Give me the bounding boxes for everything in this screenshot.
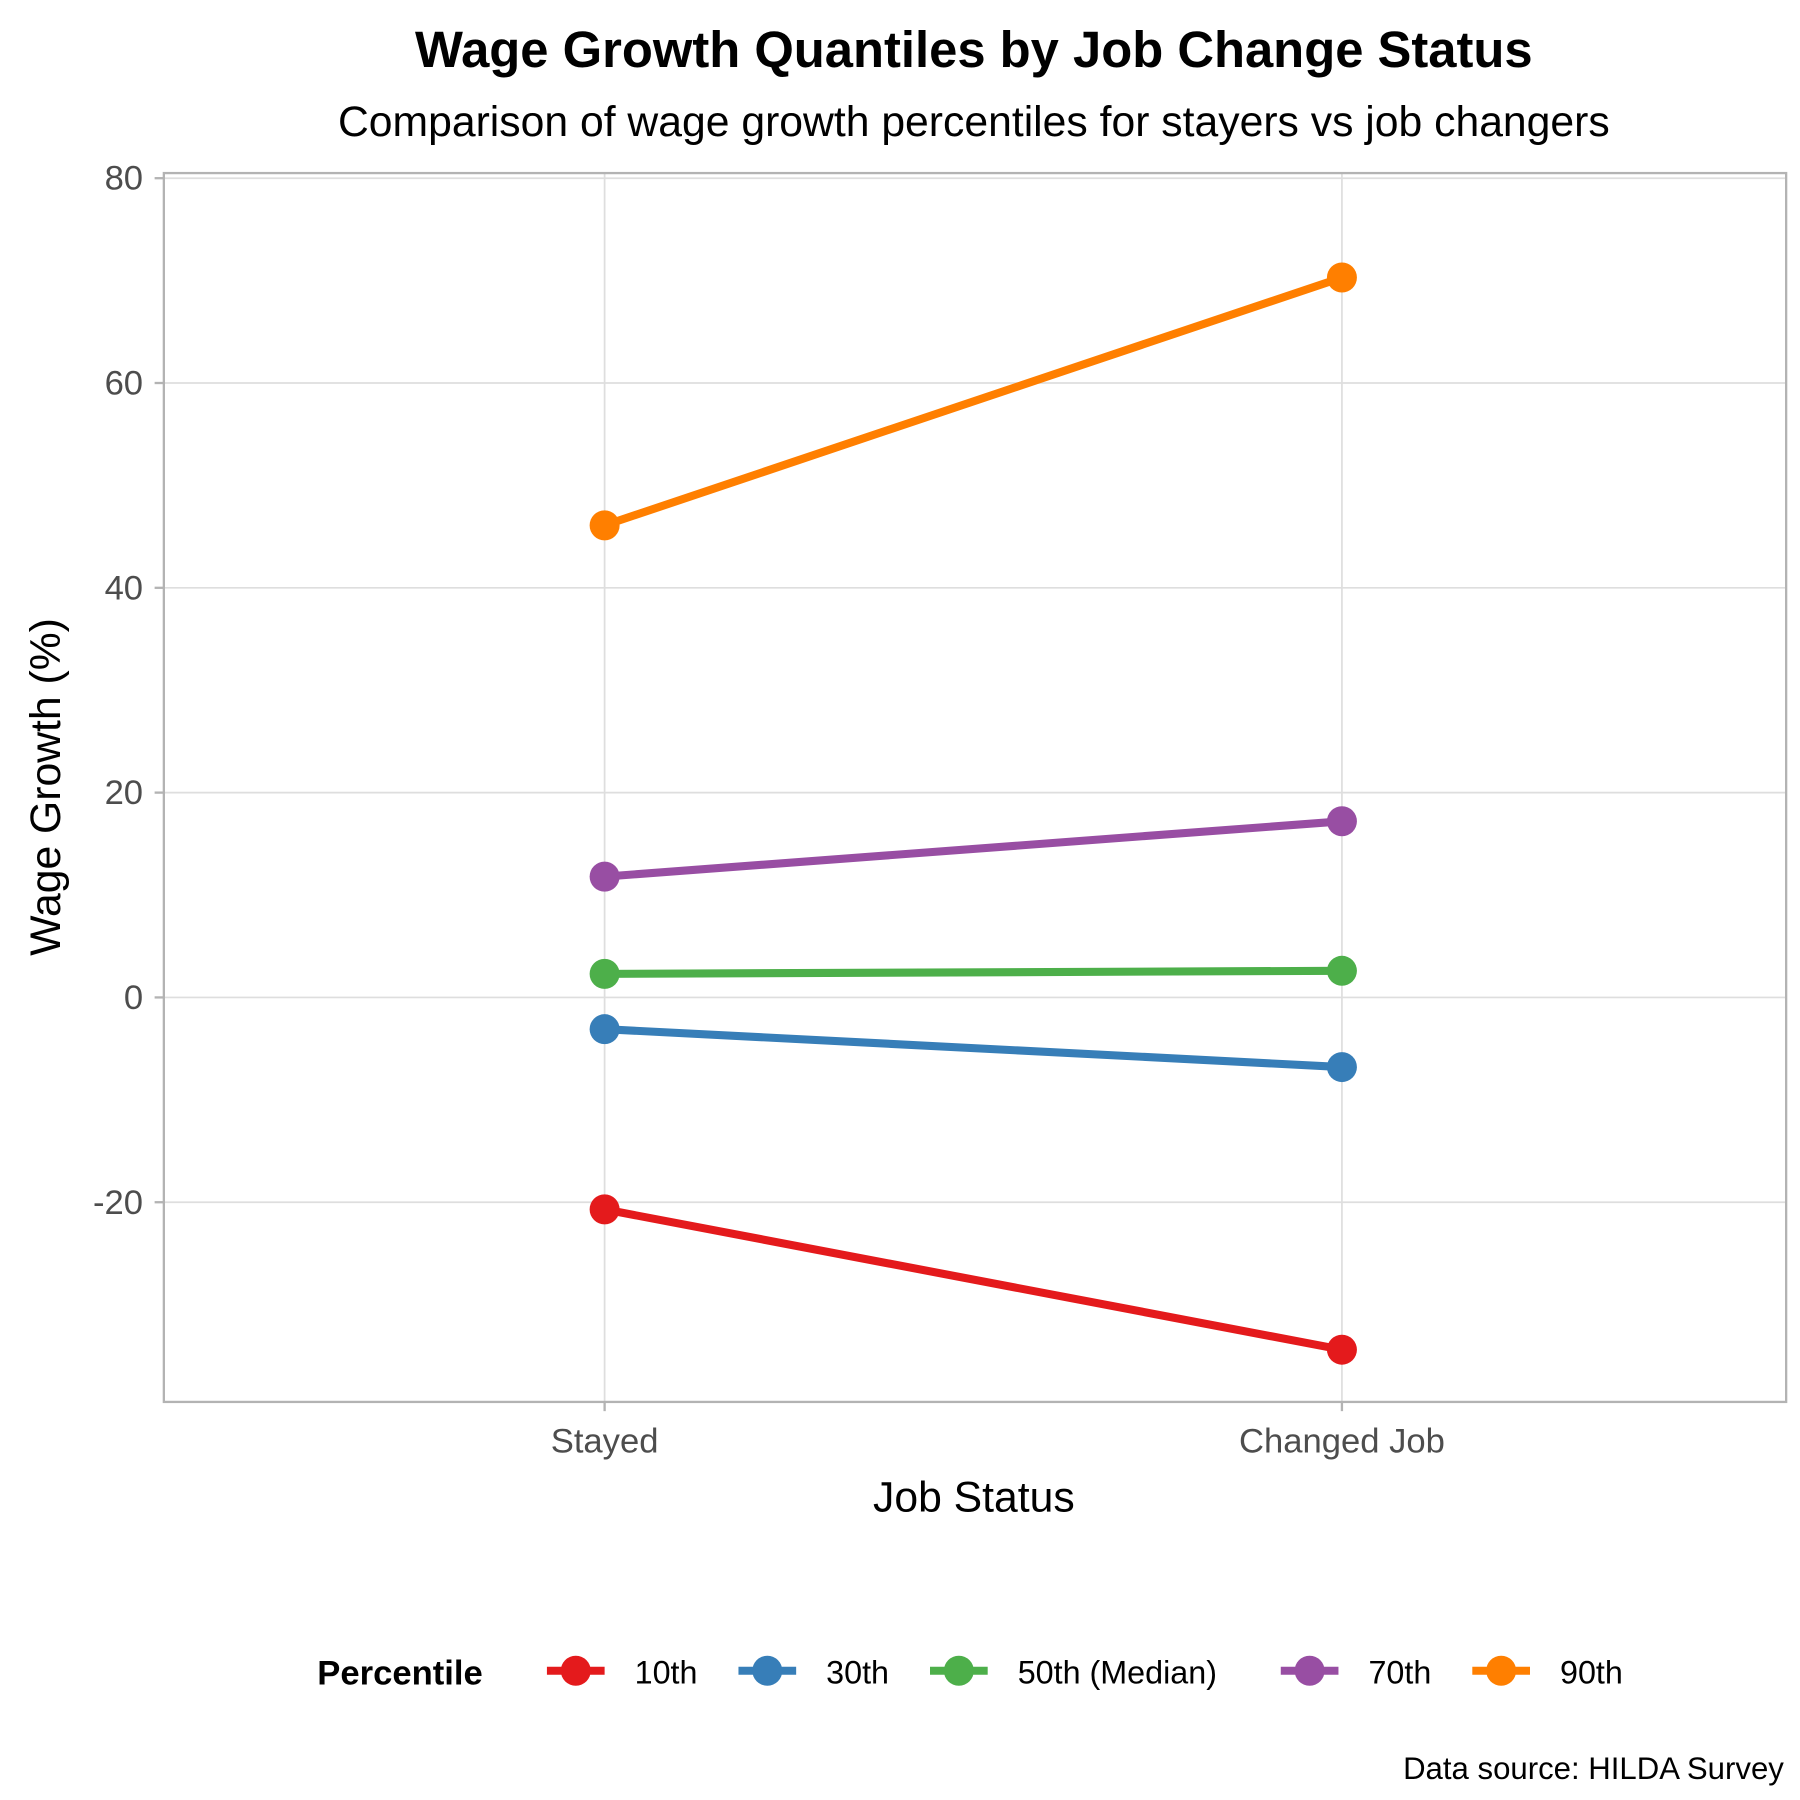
data-point	[1326, 806, 1357, 837]
legend-item: 10th	[546, 1654, 698, 1690]
y-tick-label: 20	[105, 774, 144, 812]
series-90th	[589, 262, 1357, 541]
legend-label: 30th	[826, 1654, 889, 1690]
series-70th	[589, 806, 1357, 892]
legend-point-key	[752, 1655, 783, 1686]
legend-label: 70th	[1368, 1654, 1431, 1690]
chart-subtitle: Comparison of wage growth percentiles fo…	[338, 98, 1610, 146]
data-point	[1326, 262, 1357, 293]
legend-title: Percentile	[317, 1655, 482, 1693]
y-tick-label: 0	[124, 979, 143, 1017]
series-30th	[589, 1014, 1357, 1083]
legend-point-key	[1294, 1655, 1325, 1686]
y-axis-title: Wage Growth (%)	[22, 618, 70, 956]
series-line	[604, 817, 1343, 881]
gridlines	[163, 173, 1787, 1402]
data-point	[589, 510, 620, 541]
chart-title: Wage Growth Quantiles by Job Change Stat…	[415, 21, 1533, 78]
data-point	[589, 861, 620, 892]
x-tick-label: Stayed	[551, 1423, 659, 1461]
series-line	[603, 273, 1344, 530]
legend-item: 50th (Median)	[929, 1654, 1217, 1690]
legend-label: 90th	[1560, 1654, 1623, 1690]
series-line	[604, 966, 1342, 978]
y-tick-label: -20	[93, 1184, 143, 1222]
data-point	[1326, 955, 1357, 986]
data-point	[1326, 1334, 1357, 1365]
data-point	[589, 1014, 620, 1045]
legend-point-key	[943, 1655, 974, 1686]
data-point	[589, 958, 620, 989]
y-axis: -20 0 20 40 60 80	[93, 160, 164, 1222]
y-tick-label: 40	[105, 569, 144, 607]
data-point	[589, 1194, 620, 1225]
legend-label: 50th (Median)	[1018, 1654, 1217, 1690]
plot-panel-border	[162, 171, 1788, 1404]
y-tick-label: 60	[105, 365, 144, 403]
data-point	[1326, 1052, 1357, 1083]
caption: Data source: HILDA Survey	[1403, 1751, 1784, 1786]
legend-label: 10th	[635, 1654, 698, 1690]
series-layer	[589, 262, 1357, 1365]
x-tick-label: Changed Job	[1239, 1423, 1445, 1461]
legend-point-key	[1486, 1655, 1517, 1686]
legend-point-key	[560, 1655, 591, 1686]
series-line	[603, 1205, 1343, 1354]
series-10th	[589, 1194, 1357, 1365]
legend-item: 70th	[1280, 1654, 1431, 1690]
x-axis-title: Job Status	[873, 1474, 1075, 1522]
x-axis: Stayed Changed Job	[551, 1401, 1445, 1461]
legend: Percentile 10th 30th 50th (Median) 70th 90th	[317, 1654, 1623, 1692]
series-50th	[589, 955, 1357, 989]
legend-item: 90th	[1472, 1654, 1623, 1690]
series-line	[604, 1025, 1343, 1072]
y-tick-label: 80	[105, 160, 144, 198]
legend-item: 30th	[738, 1654, 889, 1690]
